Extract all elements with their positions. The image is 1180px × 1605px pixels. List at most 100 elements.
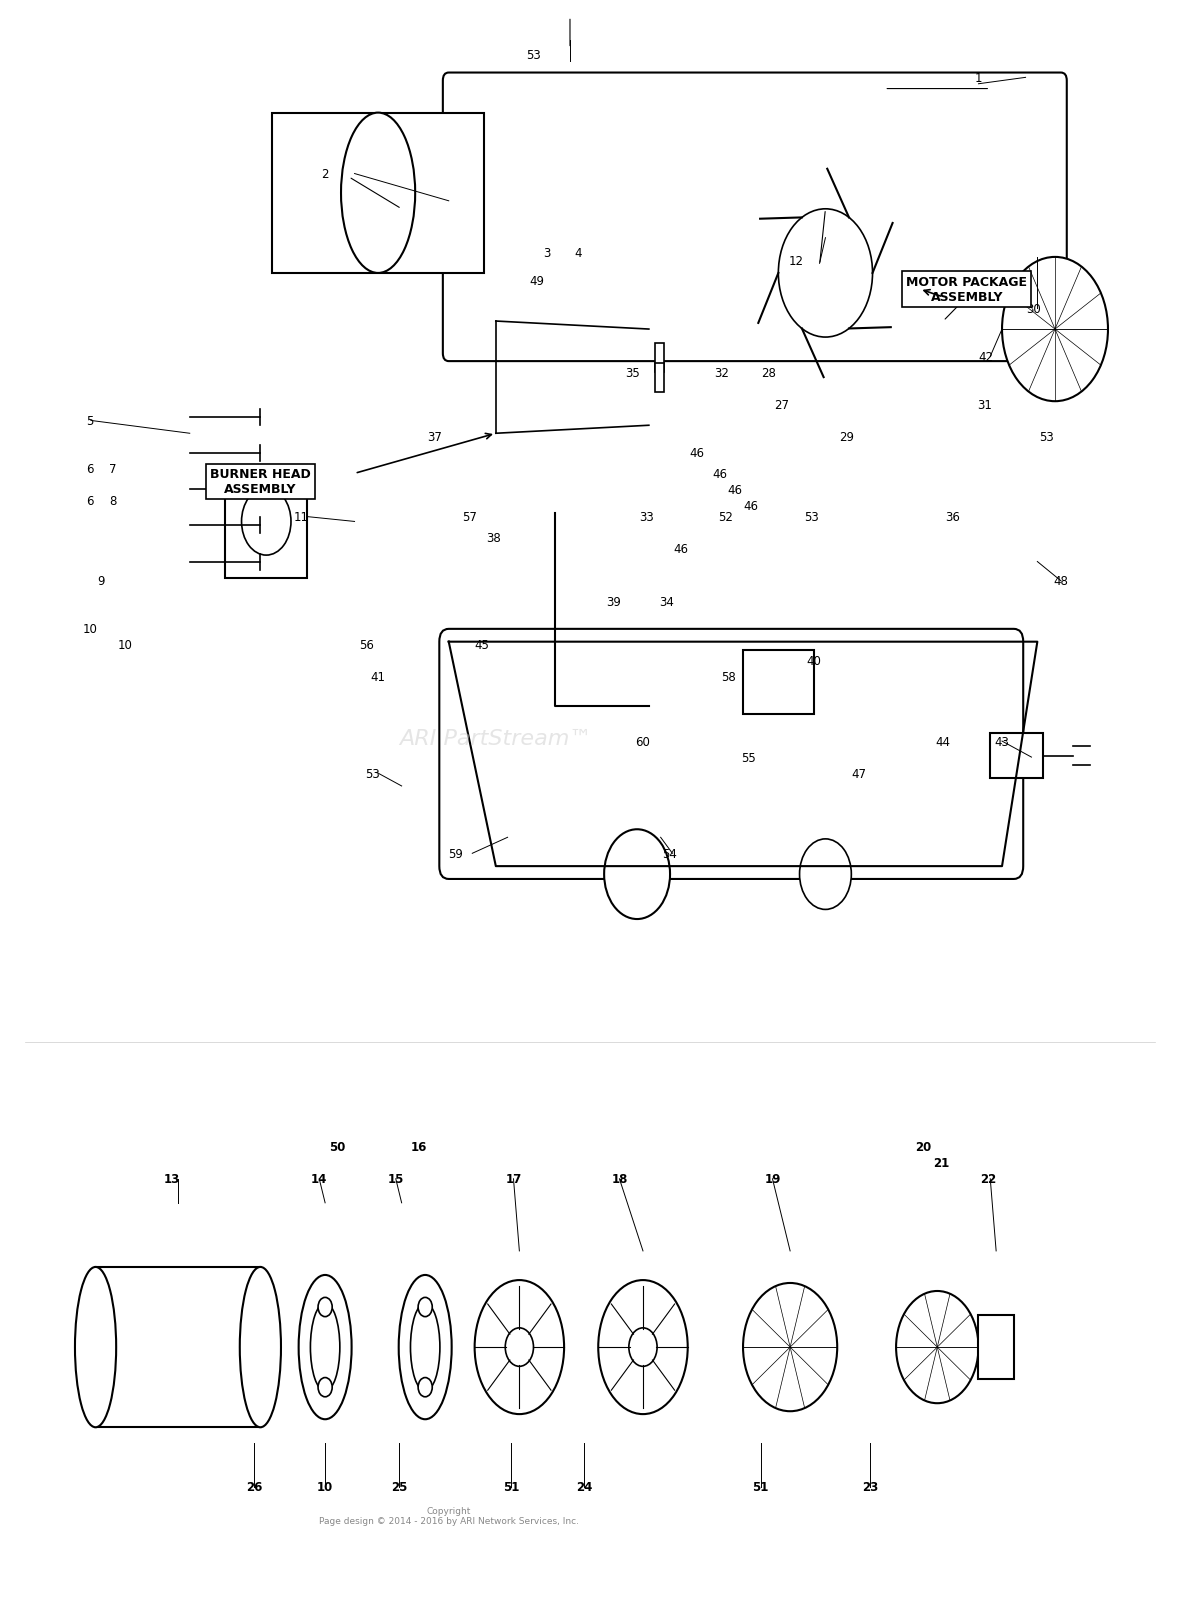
- Text: 46: 46: [727, 483, 742, 496]
- Circle shape: [743, 1282, 838, 1411]
- Text: 37: 37: [427, 430, 442, 443]
- Bar: [96, 1266, 261, 1427]
- Text: 36: 36: [945, 510, 961, 523]
- Text: MOTOR PACKAGE
ASSEMBLY: MOTOR PACKAGE ASSEMBLY: [906, 276, 1028, 303]
- Circle shape: [779, 210, 872, 339]
- Text: 5: 5: [86, 414, 93, 427]
- Text: 54: 54: [663, 847, 677, 860]
- Text: 29: 29: [839, 430, 854, 443]
- Ellipse shape: [474, 1281, 564, 1414]
- Bar: [978, 1314, 1014, 1379]
- Text: 39: 39: [607, 595, 621, 608]
- Ellipse shape: [310, 1303, 340, 1392]
- Text: 53: 53: [365, 767, 380, 780]
- Text: 47: 47: [851, 767, 866, 780]
- Text: 60: 60: [636, 735, 650, 748]
- Text: 31: 31: [977, 398, 992, 411]
- Ellipse shape: [76, 1266, 116, 1427]
- Text: ARI PartStream™: ARI PartStream™: [400, 729, 592, 748]
- Text: 14: 14: [312, 1173, 327, 1186]
- Circle shape: [319, 1377, 333, 1396]
- Text: 46: 46: [712, 467, 727, 480]
- Text: 42: 42: [978, 350, 994, 364]
- Text: 53: 53: [804, 510, 819, 523]
- Text: 32: 32: [714, 366, 729, 380]
- Text: BURNER HEAD
ASSEMBLY: BURNER HEAD ASSEMBLY: [210, 469, 310, 496]
- Text: 17: 17: [505, 1173, 522, 1186]
- Text: 44: 44: [936, 735, 951, 748]
- Text: 6: 6: [86, 494, 93, 507]
- Text: 55: 55: [741, 751, 756, 764]
- Text: 57: 57: [463, 510, 478, 523]
- Text: 49: 49: [530, 276, 544, 289]
- Bar: [225, 465, 308, 578]
- Circle shape: [896, 1290, 978, 1403]
- Text: 46: 46: [689, 446, 704, 459]
- Circle shape: [1002, 258, 1108, 401]
- FancyBboxPatch shape: [439, 629, 1023, 880]
- Circle shape: [800, 839, 851, 910]
- Ellipse shape: [242, 488, 291, 555]
- Text: 58: 58: [721, 671, 736, 684]
- Text: 13: 13: [164, 1173, 181, 1186]
- Text: 19: 19: [765, 1173, 781, 1186]
- Circle shape: [418, 1377, 432, 1396]
- Circle shape: [629, 1327, 657, 1366]
- Ellipse shape: [299, 1274, 352, 1419]
- Text: 26: 26: [247, 1480, 263, 1493]
- Text: 16: 16: [411, 1141, 427, 1154]
- Text: 10: 10: [317, 1480, 333, 1493]
- Text: 7: 7: [110, 462, 117, 475]
- Circle shape: [418, 1297, 432, 1316]
- Text: 1: 1: [975, 72, 982, 85]
- Text: 46: 46: [743, 499, 759, 512]
- Text: 12: 12: [788, 255, 804, 268]
- Circle shape: [505, 1327, 533, 1366]
- Ellipse shape: [341, 114, 415, 274]
- Text: 38: 38: [486, 531, 500, 544]
- Text: 23: 23: [863, 1480, 878, 1493]
- Text: 2: 2: [321, 169, 329, 181]
- Ellipse shape: [598, 1281, 688, 1414]
- Text: 35: 35: [625, 366, 640, 380]
- FancyBboxPatch shape: [442, 74, 1067, 361]
- Ellipse shape: [411, 1303, 440, 1392]
- Circle shape: [604, 830, 670, 920]
- Text: 45: 45: [474, 639, 490, 652]
- Text: 9: 9: [98, 575, 105, 587]
- Text: 51: 51: [753, 1480, 769, 1493]
- Text: 21: 21: [932, 1157, 949, 1170]
- Text: 27: 27: [774, 398, 789, 411]
- Bar: [990, 733, 1043, 778]
- Text: 43: 43: [995, 735, 1009, 748]
- Text: 34: 34: [660, 595, 674, 608]
- Text: 25: 25: [391, 1480, 407, 1493]
- Text: 11: 11: [294, 510, 309, 523]
- Text: 41: 41: [371, 671, 386, 684]
- Text: 53: 53: [526, 50, 540, 63]
- Text: 53: 53: [1040, 430, 1054, 443]
- Bar: [273, 114, 484, 274]
- Text: 10: 10: [83, 623, 97, 636]
- Text: 50: 50: [329, 1141, 345, 1154]
- Text: 56: 56: [359, 639, 374, 652]
- Text: 3: 3: [543, 247, 550, 260]
- Text: 10: 10: [118, 639, 132, 652]
- Text: 33: 33: [640, 510, 654, 523]
- Text: 51: 51: [503, 1480, 519, 1493]
- Text: 4: 4: [575, 247, 582, 260]
- Text: 22: 22: [979, 1173, 996, 1186]
- Ellipse shape: [240, 1266, 281, 1427]
- Text: 15: 15: [387, 1173, 404, 1186]
- Text: 20: 20: [914, 1141, 931, 1154]
- Text: 52: 52: [717, 510, 733, 523]
- Text: 6: 6: [86, 462, 93, 475]
- Text: Copyright
Page design © 2014 - 2016 by ARI Network Services, Inc.: Copyright Page design © 2014 - 2016 by A…: [319, 1505, 578, 1525]
- Bar: [655, 343, 664, 372]
- Text: 24: 24: [576, 1480, 592, 1493]
- Text: 8: 8: [110, 494, 117, 507]
- Text: 30: 30: [1027, 302, 1041, 316]
- Text: 48: 48: [1054, 575, 1068, 587]
- Circle shape: [319, 1297, 333, 1316]
- Ellipse shape: [399, 1274, 452, 1419]
